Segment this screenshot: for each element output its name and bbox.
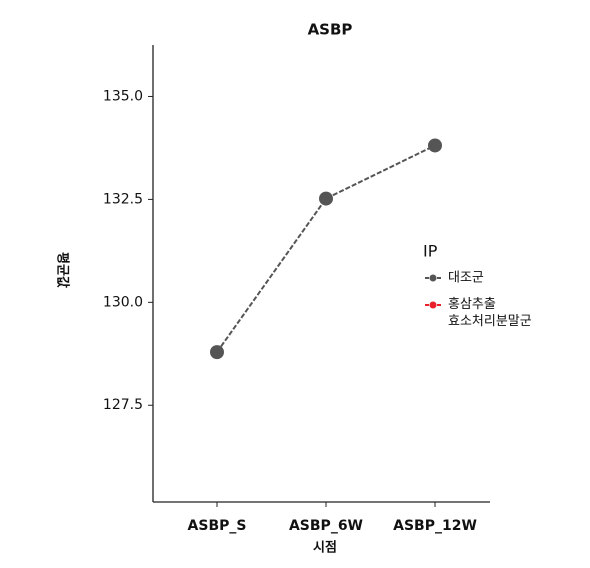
x-tick-label: ASBP_12W	[393, 518, 477, 534]
legend-swatch	[429, 301, 437, 309]
x-axis-label: 시점	[313, 541, 337, 556]
legend-swatch	[429, 274, 437, 282]
point	[319, 191, 333, 206]
point	[428, 138, 442, 153]
point	[210, 345, 224, 360]
series-line	[216, 144, 436, 353]
x-tick-label: ASBP_S	[188, 518, 247, 534]
y-axis-label: 평균값	[55, 252, 71, 288]
x-tick-label: ASBP_6W	[289, 518, 363, 534]
legend-title: IP	[423, 242, 438, 261]
y-tick-label: 135.0	[103, 88, 143, 104]
y-tick-label: 132.5	[103, 191, 143, 207]
y-tick-label: 127.5	[103, 397, 143, 413]
legend-label: 홍삼추출 효소처리분말군	[448, 297, 532, 329]
y-tick-label: 130.0	[103, 294, 143, 310]
legend-label: 대조군	[448, 271, 484, 286]
chart-title: ASBP	[308, 21, 353, 39]
